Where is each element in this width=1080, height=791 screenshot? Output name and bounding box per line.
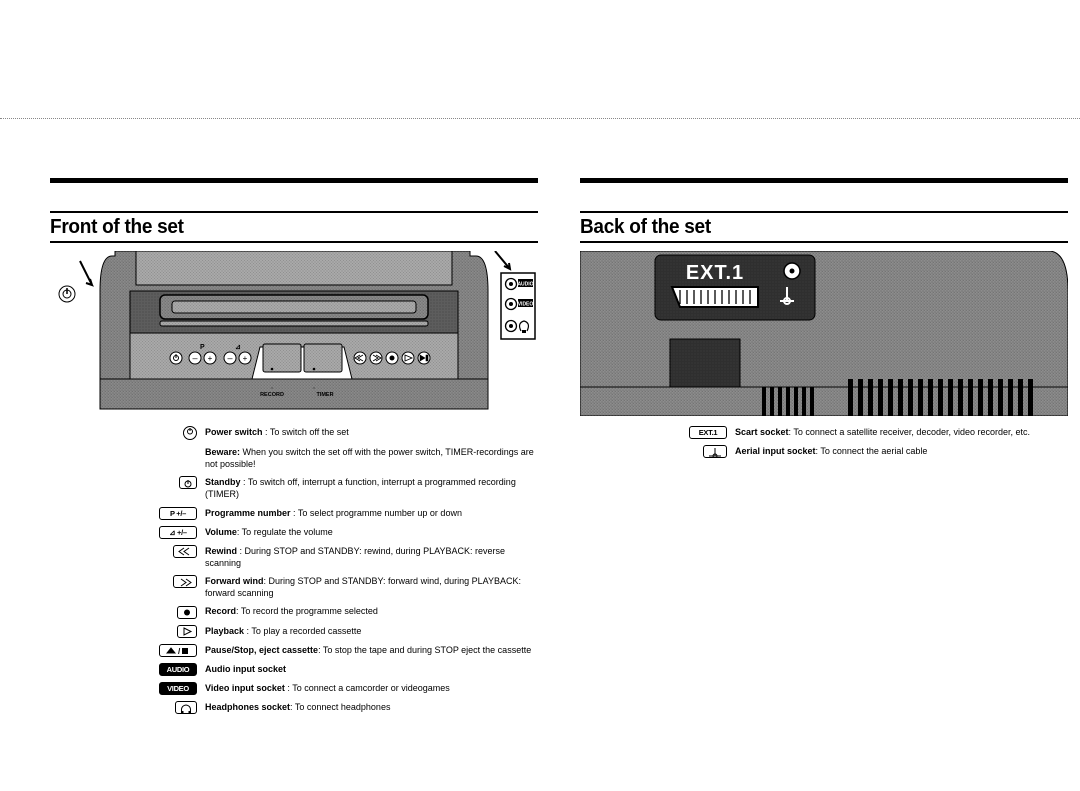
legend-row: Beware: When you switch the set off with… (50, 446, 538, 470)
legend-row: Headphones socket: To connect headphones (50, 701, 538, 714)
back-legend: EXT.1Scart socket: To connect a satellit… (580, 426, 1068, 458)
legend-row: Power switch : To switch off the set (50, 426, 538, 440)
record-icon (177, 606, 197, 619)
legend-row: Playback : To play a recorded cassette (50, 625, 538, 638)
back-figure: EXT.1 (580, 251, 1068, 416)
headphones-icon (175, 701, 197, 714)
av-side-panel: AUDIO VIDEO (495, 251, 535, 339)
standby-icon (179, 476, 197, 489)
svg-text:AUDIO: AUDIO (517, 282, 533, 288)
legend-row: Record: To record the programme selected (50, 605, 538, 618)
rule-thin (50, 241, 538, 243)
front-section: Front of the set (50, 178, 538, 720)
rewind-icon (173, 545, 197, 558)
page: Front of the set (0, 118, 1080, 791)
power-icon (183, 426, 197, 440)
svg-text:P: P (200, 344, 205, 351)
legend-row: AUDIOAudio input socket (50, 663, 538, 676)
pause-eject-icon: / (159, 644, 197, 657)
legend-row: ⊿ +/–Volume: To regulate the volume (50, 526, 538, 539)
legend-row: EXT.1Scart socket: To connect a satellit… (580, 426, 1068, 439)
section-title-back: Back of the set (580, 213, 1068, 241)
rule-thin (580, 241, 1068, 243)
svg-text:TIMER: TIMER (316, 392, 333, 398)
aerial-icon (703, 445, 727, 458)
front-figure: P – + ⊿ – + (50, 251, 538, 416)
svg-text:VIDEO: VIDEO (518, 302, 534, 308)
legend-row: Forward wind: During STOP and STANDBY: f… (50, 575, 538, 599)
section-title-front: Front of the set (50, 213, 538, 241)
legend-row: P +/–Programme number : To select progra… (50, 507, 538, 520)
play-icon (177, 625, 197, 638)
audio-label-icon: AUDIO (159, 663, 197, 676)
svg-text:+: + (208, 354, 213, 363)
svg-text:⊿: ⊿ (235, 344, 241, 351)
legend-row: /Pause/Stop, eject cassette: To stop the… (50, 644, 538, 657)
power-callout (59, 261, 92, 302)
video-label-icon: VIDEO (159, 682, 197, 695)
svg-text:–: – (192, 353, 197, 363)
legend-row: Aerial input socket: To connect the aeri… (580, 445, 1068, 458)
prog-icon: P +/– (159, 507, 197, 520)
svg-text:–: – (227, 353, 232, 363)
ext1-icon: EXT.1 (689, 426, 727, 439)
svg-text:/: / (178, 647, 181, 655)
back-section: Back of the set EXT. (580, 178, 1068, 464)
ffwd-icon (173, 575, 197, 588)
legend-row: VIDEOVideo input socket : To connect a c… (50, 682, 538, 695)
legend-row: Standby : To switch off, interrupt a fun… (50, 476, 538, 500)
svg-text:EXT.1: EXT.1 (686, 262, 744, 284)
svg-text:+: + (243, 354, 248, 363)
volume-icon: ⊿ +/– (159, 526, 197, 539)
svg-text:RECORD: RECORD (260, 392, 284, 398)
legend-row: Rewind : During STOP and STANDBY: rewind… (50, 545, 538, 569)
front-legend: Power switch : To switch off the set Bew… (50, 426, 538, 714)
